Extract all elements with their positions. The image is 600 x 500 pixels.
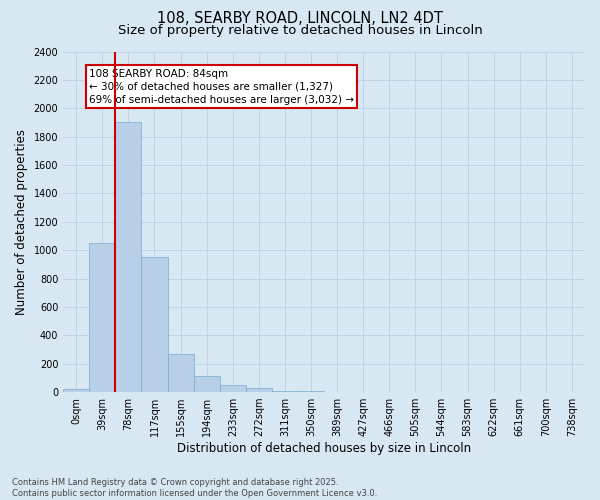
Text: Size of property relative to detached houses in Lincoln: Size of property relative to detached ho… — [118, 24, 482, 37]
Bar — [89, 243, 115, 392]
Text: Contains HM Land Registry data © Crown copyright and database right 2025.
Contai: Contains HM Land Registry data © Crown c… — [12, 478, 377, 498]
Text: 108, SEARBY ROAD, LINCOLN, LN2 4DT: 108, SEARBY ROAD, LINCOLN, LN2 4DT — [157, 11, 443, 26]
Bar — [220, 385, 246, 392]
Bar — [272, 390, 298, 392]
X-axis label: Distribution of detached houses by size in Lincoln: Distribution of detached houses by size … — [177, 442, 471, 455]
Bar — [167, 354, 194, 392]
Text: 108 SEARBY ROAD: 84sqm
← 30% of detached houses are smaller (1,327)
69% of semi-: 108 SEARBY ROAD: 84sqm ← 30% of detached… — [89, 68, 354, 105]
Bar — [63, 389, 89, 392]
Bar — [142, 258, 167, 392]
Bar — [246, 388, 272, 392]
Bar — [194, 376, 220, 392]
Y-axis label: Number of detached properties: Number of detached properties — [15, 129, 28, 315]
Bar — [115, 122, 142, 392]
